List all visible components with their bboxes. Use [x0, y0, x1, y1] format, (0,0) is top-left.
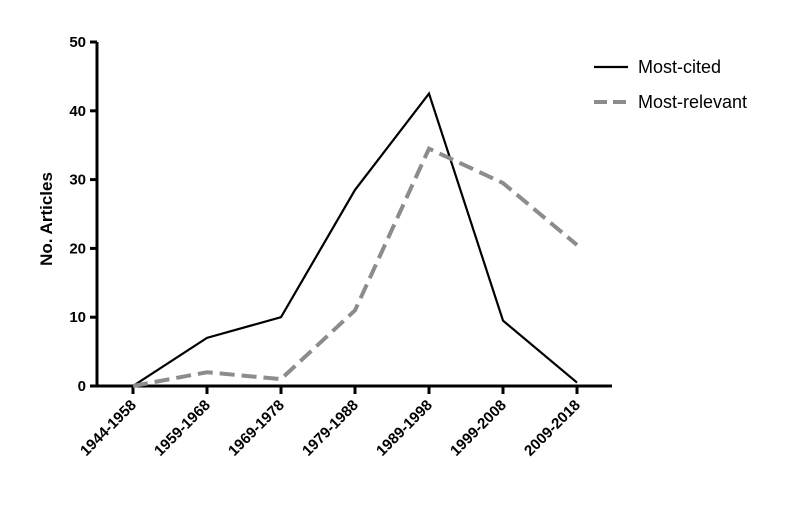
legend-label: Most-cited	[638, 57, 721, 77]
x-tick-label: 1969-1978	[225, 397, 288, 460]
y-axis-title: No. Articles	[37, 172, 56, 266]
y-tick-label: 50	[69, 34, 86, 51]
x-tick-label: 1999-2008	[447, 397, 510, 460]
y-tick-label: 30	[69, 172, 86, 189]
x-axis-ticks: 1944-1958 1959-1968 1969-1978 1979-1988 1989…	[77, 386, 584, 460]
legend: Most-cited Most-relevant	[594, 57, 747, 112]
axes	[95, 42, 612, 388]
y-tick-label: 20	[69, 240, 86, 257]
series-line	[132, 145, 579, 388]
y-tick-label: 40	[69, 103, 86, 120]
series-lines	[132, 91, 579, 388]
y-axis-ticks: 0 10 20 30 40 50	[69, 34, 97, 395]
y-tick-label: 10	[69, 309, 86, 326]
x-tick-label: 2009-2018	[521, 397, 584, 460]
x-tick-label: 1989-1998	[373, 397, 436, 460]
x-tick-label: 1979-1988	[299, 397, 362, 460]
x-tick-label: 1944-1958	[77, 397, 140, 460]
y-tick-label: 0	[78, 378, 86, 395]
x-tick-label: 1959-1968	[151, 397, 214, 460]
series-line	[132, 91, 578, 387]
legend-label: Most-relevant	[638, 92, 747, 112]
